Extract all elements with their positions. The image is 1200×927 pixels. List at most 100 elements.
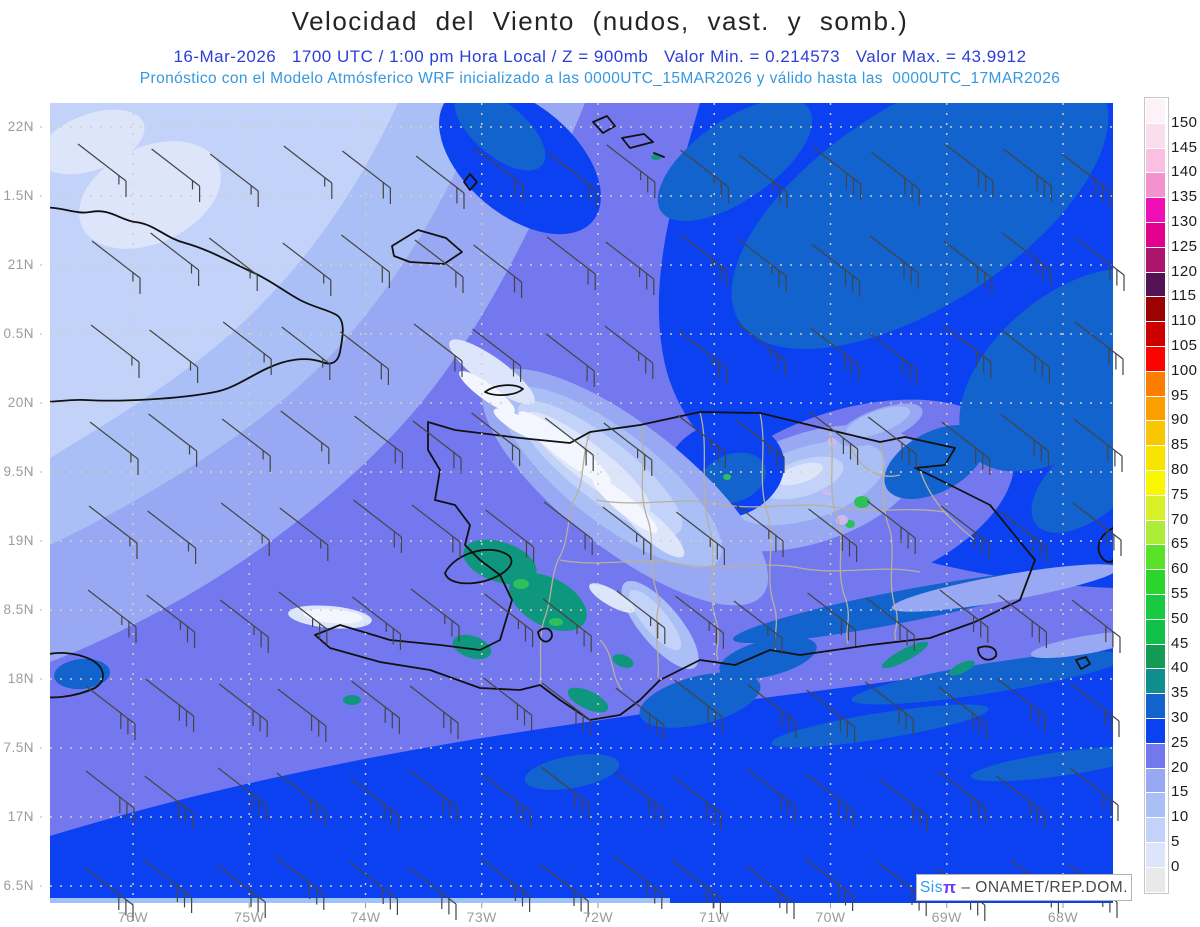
wind-barb — [540, 766, 590, 820]
wind-barb — [483, 677, 533, 731]
wind-barb — [733, 600, 783, 654]
colorbar-cell — [1146, 669, 1165, 694]
wind-barb — [997, 678, 1047, 732]
wind-barb — [148, 413, 198, 467]
colorbar-cell — [1146, 346, 1165, 371]
wind-barb — [413, 323, 463, 377]
colorbar-cell — [1146, 396, 1165, 421]
wind-barb — [407, 866, 457, 920]
logo-pi-icon: π — [943, 877, 957, 897]
colorbar-tick-label: 65 — [1171, 535, 1189, 553]
colorbar-cell — [1146, 446, 1165, 470]
wind-barb — [208, 237, 258, 291]
colorbar-cell — [1146, 495, 1165, 520]
model-init-line: Pronóstico con el Modelo Atmósferico WRF… — [139, 70, 1061, 87]
wind-barb — [411, 504, 461, 558]
province-borders — [539, 411, 976, 691]
wind-barb — [354, 415, 403, 469]
lat-tick-label: 17N — [7, 809, 34, 824]
colorbar-tick-label: 15 — [1171, 783, 1189, 801]
wind-barb — [219, 599, 269, 653]
colorbar-cell — [1146, 694, 1165, 718]
wind-barb — [472, 328, 522, 382]
wind-barb — [85, 770, 135, 824]
wind-barb — [147, 510, 197, 564]
colorbar-tick-label: 40 — [1171, 659, 1189, 677]
lon-tick-label: 69W — [931, 909, 962, 925]
colorbar-tick-label: 85 — [1171, 436, 1189, 454]
wind-barb — [866, 500, 916, 554]
lat-lon-grid — [30, 103, 1113, 903]
wind-barb — [1071, 599, 1121, 653]
lon-tick-label: 74W — [350, 909, 381, 925]
colorbar-cell — [1146, 173, 1165, 198]
wind-barb — [77, 143, 127, 197]
wind-barb — [278, 591, 328, 645]
wind-barb — [275, 856, 325, 910]
colorbar-cell — [1146, 520, 1165, 545]
colorbar-cell — [1146, 371, 1165, 396]
wind-barb — [409, 685, 459, 739]
colorbar-tick-label: 30 — [1171, 709, 1189, 726]
lon-tick-label: 71W — [699, 909, 730, 925]
wind-barb — [90, 324, 140, 378]
colorbar-tick-label: 10 — [1171, 808, 1189, 826]
colorbar-tick-label: 90 — [1171, 411, 1189, 429]
colorbar-tick-label: 25 — [1171, 733, 1189, 751]
colorbar-cell — [1146, 247, 1165, 272]
wind-barb — [410, 588, 460, 642]
wind-barb — [151, 148, 201, 202]
wind-barb — [944, 143, 994, 197]
wind-barb — [939, 589, 989, 643]
wind-barb — [678, 330, 728, 384]
colorbar-cell — [1146, 768, 1165, 793]
lat-tick-label: 19N — [7, 533, 34, 548]
logo-sis: Sis — [919, 878, 944, 896]
wind-barb — [352, 596, 401, 650]
lat-tick-label: 22N — [7, 119, 34, 134]
wind-barb — [870, 151, 920, 205]
logo-text: – ONAMET/REP.DOM. — [956, 878, 1129, 896]
wind-barb — [746, 768, 796, 822]
wind-barb — [277, 688, 327, 742]
colorbar-cell — [1146, 570, 1165, 594]
lat-tick-label: 6.5N — [3, 878, 34, 893]
colorbar-tick-label: 130 — [1171, 213, 1198, 230]
lat-tick-label: 9.5N — [3, 464, 34, 479]
coastlines — [50, 115, 1113, 721]
wind-barb — [276, 772, 326, 826]
wind-barb — [279, 507, 329, 561]
wind-barb — [143, 859, 193, 913]
colorbar-cell — [1146, 743, 1165, 768]
wind-barb — [812, 146, 862, 200]
colorbar-cell — [1146, 718, 1165, 743]
colorbar-cell — [1146, 594, 1165, 619]
colorbar-tick-label: 55 — [1171, 585, 1189, 602]
colorbar-tick-label: 75 — [1171, 485, 1189, 503]
wind-barb — [606, 144, 656, 198]
lon-tick-label: 70W — [815, 909, 846, 925]
wind-barb — [1070, 683, 1120, 737]
wind-barb — [614, 771, 664, 825]
wind-barb — [280, 410, 330, 464]
wind-barb — [1074, 321, 1124, 375]
lat-tick-label: 7.5N — [3, 740, 34, 755]
wind-barb — [91, 240, 141, 294]
colorbar-tick-label: 100 — [1171, 361, 1198, 379]
wind-barb — [735, 419, 785, 473]
wind-barb — [736, 322, 786, 376]
wind-barb — [938, 686, 988, 740]
wind-barb — [351, 680, 400, 734]
wind-barb — [867, 416, 917, 470]
lon-tick-label: 72W — [582, 909, 614, 925]
wind-barb — [807, 592, 857, 646]
wind-barb — [1069, 767, 1119, 821]
wind-barb — [998, 594, 1048, 648]
wind-barb — [805, 773, 855, 827]
wind-barb — [408, 769, 458, 823]
wind-barb — [865, 597, 915, 651]
wind-barb — [940, 505, 990, 559]
wind-barb — [679, 233, 729, 287]
wind-barb — [485, 509, 535, 563]
wind-barb — [680, 149, 730, 203]
